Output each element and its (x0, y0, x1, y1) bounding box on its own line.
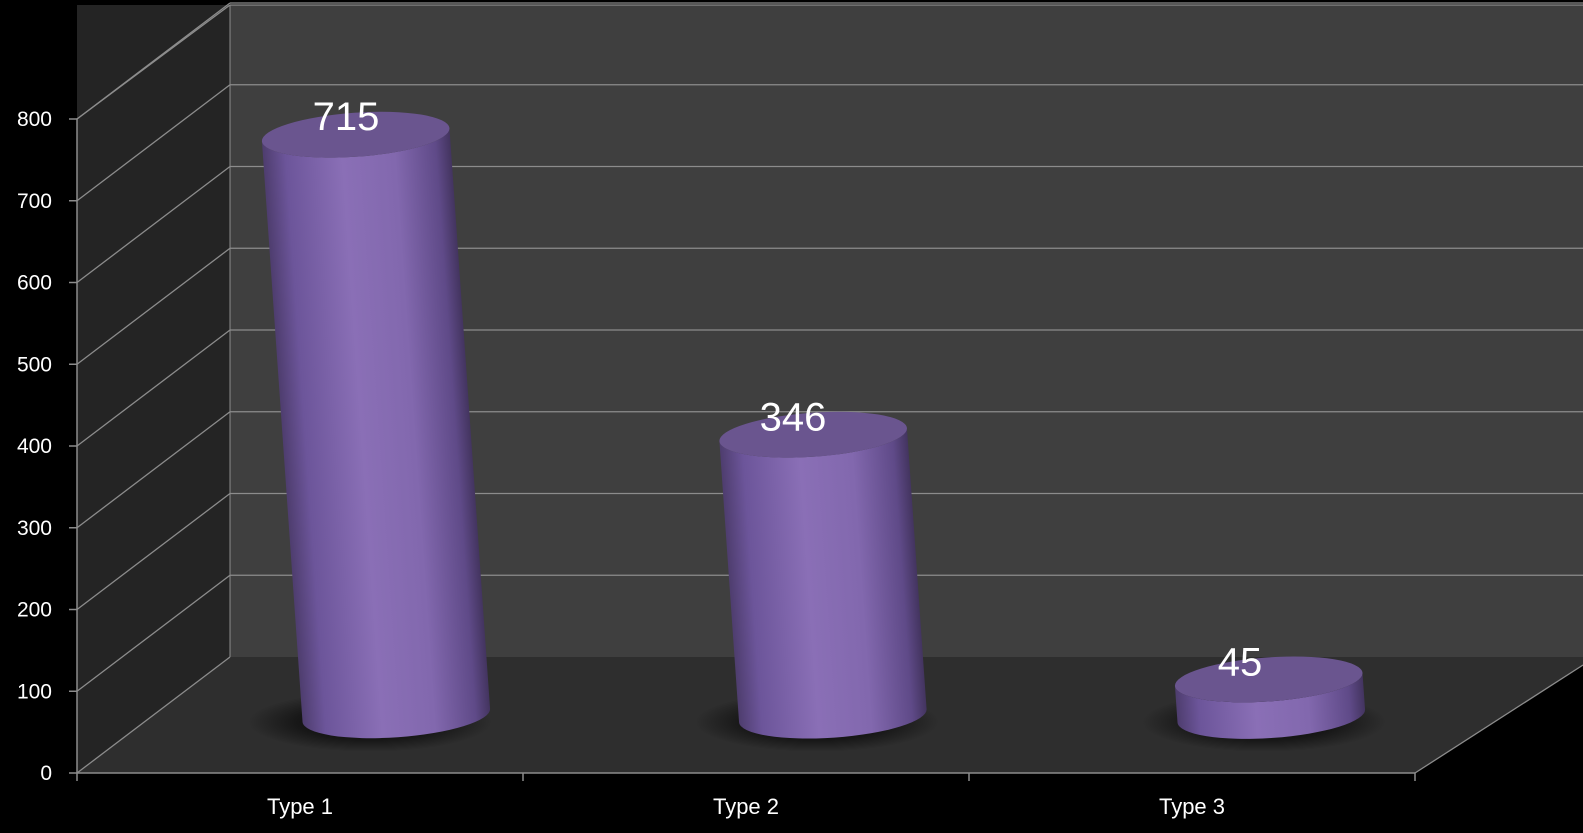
bar-top-cap (719, 411, 907, 458)
bars: 715 346 45 (248, 95, 1386, 752)
y-tick-label: 800 (17, 108, 52, 131)
y-tick-label: 600 (17, 272, 52, 295)
y-tick-label: 200 (17, 599, 52, 622)
x-category-label: Type 1 (267, 794, 333, 819)
side-gridline-300 (76, 411, 231, 529)
data-label: 45 (1218, 640, 1263, 684)
bar-body (261, 128, 491, 739)
side-gridline-400 (76, 329, 231, 447)
side-gridline-600 (76, 165, 231, 284)
y-tick-label: 300 (17, 517, 52, 540)
side-wall (77, 5, 230, 773)
side-gridline-500 (76, 247, 231, 365)
x-axis-category-labels: Type 1 Type 2 Type 3 (267, 794, 1225, 819)
floor-right-edge (1414, 664, 1583, 774)
side-gridline-700 (76, 84, 231, 202)
x-category-label: Type 3 (1159, 794, 1225, 819)
bar-top-cap (1174, 656, 1363, 703)
data-label: 715 (313, 95, 380, 139)
side-top-edge (76, 4, 231, 120)
side-gridline-200 (76, 492, 231, 611)
y-tick-label: 400 (17, 435, 52, 458)
bar-top-cap (261, 111, 450, 158)
bar-body (719, 428, 927, 739)
y-tick-label: 0 (40, 762, 52, 785)
y-tick-label: 100 (17, 680, 52, 703)
bar-2: 346 (695, 395, 939, 752)
y-tick-label: 500 (17, 353, 52, 376)
bar-1: 715 (248, 95, 492, 752)
x-category-label: Type 2 (713, 794, 779, 819)
side-gridline-0 (76, 656, 231, 774)
y-tick-label: 700 (17, 190, 52, 213)
bar-3: 45 (1142, 640, 1386, 752)
axes (69, 118, 1416, 781)
data-label: 346 (760, 395, 827, 439)
bar-body (1174, 672, 1366, 739)
y-axis-tick-labels: 0 100 200 300 400 500 600 700 800 (17, 108, 52, 785)
side-gridline-100 (76, 574, 231, 692)
